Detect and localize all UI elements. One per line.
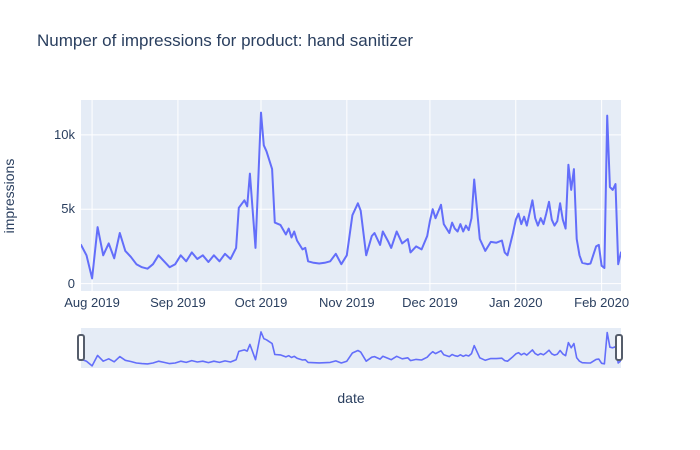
rangeslider-track[interactable] bbox=[81, 328, 621, 368]
x-tick-label-Nov-2019: Nov 2019 bbox=[319, 295, 375, 310]
y-tick-label-5k: 5k bbox=[61, 201, 75, 217]
x-tick-label-Oct-2019: Oct 2019 bbox=[234, 295, 288, 310]
x-tick-label-Sep-2019: Sep 2019 bbox=[150, 295, 206, 310]
rangeslider-mini-series bbox=[81, 331, 621, 367]
x-tick-label-Aug-2019: Aug 2019 bbox=[64, 295, 120, 310]
y-tick-label-0: 0 bbox=[67, 275, 75, 291]
x-tick-label-Jan-2020: Jan 2020 bbox=[489, 295, 543, 310]
x-tick-label-Dec-2019: Dec 2019 bbox=[402, 295, 458, 310]
main-plot-area[interactable] bbox=[81, 100, 621, 291]
plot-background bbox=[81, 100, 621, 291]
y-axis-title: impressions bbox=[1, 158, 17, 234]
x-axis-title: date bbox=[337, 390, 365, 406]
rangeslider-handle-left[interactable] bbox=[77, 334, 85, 361]
impressions-line-series[interactable] bbox=[81, 111, 621, 280]
rangeslider-background bbox=[81, 328, 621, 368]
rangeslider-handle-right[interactable] bbox=[615, 334, 623, 361]
y-tick-label-10k: 10k bbox=[54, 126, 75, 142]
chart-title: Numper of impressions for product: hand … bbox=[37, 31, 414, 50]
x-tick-label-Feb-2020: Feb 2020 bbox=[574, 295, 630, 310]
